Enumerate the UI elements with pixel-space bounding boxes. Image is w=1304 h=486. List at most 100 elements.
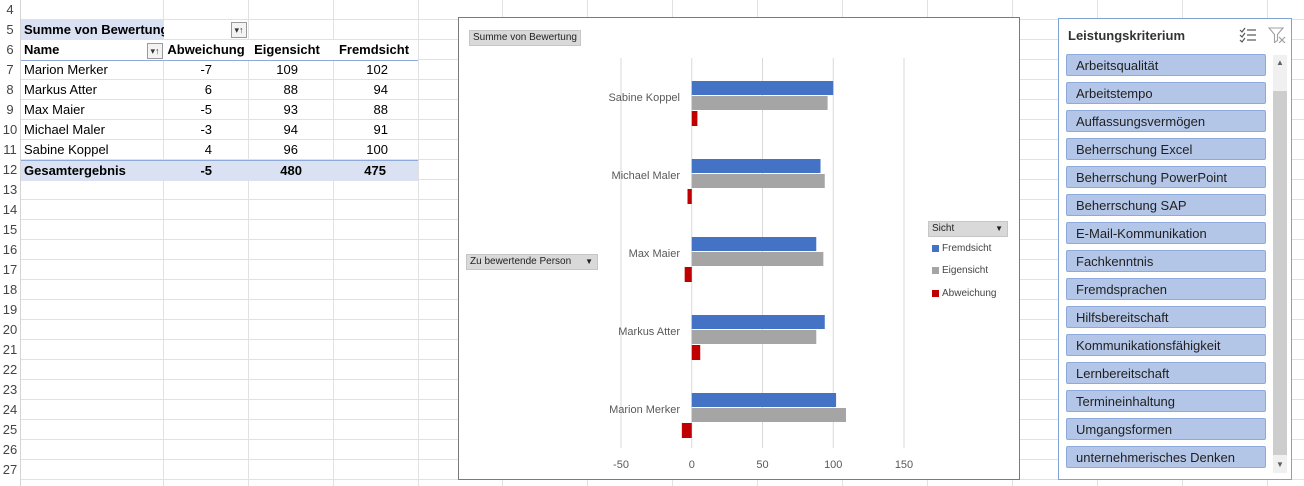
pivot-cell-abweichung[interactable]: 6 (204, 82, 212, 97)
pivot-header-bg (21, 40, 418, 61)
pivot-cell-eigensicht[interactable]: 93 (283, 102, 298, 117)
row-number[interactable]: 15 (0, 220, 20, 240)
row-number[interactable]: 25 (0, 420, 20, 440)
pivot-total-abweichung[interactable]: -5 (200, 163, 212, 178)
multi-select-icon[interactable] (1239, 27, 1257, 43)
pivot-header-eigensicht[interactable]: Eigensicht (254, 42, 320, 57)
pivot-cell-name[interactable]: Sabine Koppel (24, 142, 109, 157)
pivot-cell-eigensicht[interactable]: 109 (276, 62, 298, 77)
slicer-item[interactable]: Auffassungsvermögen (1066, 110, 1266, 132)
pivot-cell-name[interactable]: Markus Atter (24, 82, 97, 97)
pivot-total-eigensicht[interactable]: 480 (280, 163, 302, 178)
row-number[interactable]: 19 (0, 300, 20, 320)
slicer-item[interactable]: Arbeitsqualität (1066, 54, 1266, 76)
pivot-header-name[interactable]: Name (24, 42, 60, 57)
scroll-down-arrow-icon[interactable]: ▼ (1276, 460, 1284, 469)
scroll-up-arrow-icon[interactable]: ▲ (1276, 58, 1284, 67)
pivot-cell-abweichung[interactable]: -5 (200, 102, 212, 117)
bar-abweichung (691, 111, 698, 126)
pivot-chart[interactable]: Summe von Bewertung Zu bewertende Person… (458, 17, 1020, 480)
legend-item-fremdsicht[interactable]: Fremdsicht (932, 243, 991, 254)
pivot-cell-eigensicht[interactable]: 94 (283, 122, 298, 137)
chart-values-field-button[interactable]: Summe von Bewertung (469, 30, 581, 46)
x-tick-label: 150 (895, 459, 913, 471)
slicer-item[interactable]: Umgangsformen (1066, 418, 1266, 440)
pivot-cell-eigensicht[interactable]: 96 (283, 142, 298, 157)
pivot-cell-fremdsicht[interactable]: 91 (373, 122, 388, 137)
slicer-item[interactable]: Beherrschung Excel (1066, 138, 1266, 160)
slicer-item[interactable]: Fachkenntnis (1066, 250, 1266, 272)
pivot-cell-abweichung[interactable]: 4 (204, 142, 212, 157)
row-number[interactable]: 18 (0, 280, 20, 300)
slicer-item[interactable]: Termineinhaltung (1066, 390, 1266, 412)
bar-fremdsicht (691, 237, 817, 251)
chart-axis-field-label: Zu bewertende Person (470, 256, 572, 267)
pivot-cell-fremdsicht[interactable]: 88 (373, 102, 388, 117)
row-number[interactable]: 22 (0, 360, 20, 380)
row-number[interactable]: 4 (0, 0, 20, 20)
pivot-cell-fremdsicht[interactable]: 100 (366, 142, 388, 157)
pivot-cell-name[interactable]: Michael Maler (24, 122, 105, 137)
row-number[interactable]: 6 (0, 40, 20, 60)
row-number[interactable]: 7 (0, 60, 20, 80)
column-gridline (248, 0, 249, 486)
row-number[interactable]: 17 (0, 260, 20, 280)
pivot-cell-fremdsicht[interactable]: 94 (373, 82, 388, 97)
slicer-item[interactable]: Beherrschung SAP (1066, 194, 1266, 216)
bar-fremdsicht (691, 159, 821, 173)
column-gridline (163, 0, 164, 486)
row-number[interactable]: 11 (0, 140, 20, 160)
category-label: Michael Maler (612, 170, 681, 182)
row-header-border (20, 0, 21, 486)
pivot-cell-fremdsicht[interactable]: 102 (366, 62, 388, 77)
slicer-item[interactable]: Lernbereitschaft (1066, 362, 1266, 384)
row-number[interactable]: 23 (0, 380, 20, 400)
chart-axis-field-button[interactable]: Zu bewertende Person ▼ (466, 254, 598, 270)
pivot-header-abweichung[interactable]: Abweichung (167, 42, 245, 57)
slicer-item[interactable]: E-Mail-Kommunikation (1066, 222, 1266, 244)
row-number[interactable]: 14 (0, 200, 20, 220)
pivot-values-label[interactable]: Summe von Bewertung (24, 22, 164, 37)
pivot-sort-button[interactable]: ▾↑ (231, 22, 247, 38)
chart-legend-field-button[interactable]: Sicht ▼ (928, 221, 1008, 237)
row-number[interactable]: 10 (0, 120, 20, 140)
legend-item-abweichung[interactable]: Abweichung (932, 288, 996, 299)
pivot-filter-button[interactable]: ▾↑ (147, 43, 163, 59)
bar-abweichung (691, 345, 701, 360)
row-number[interactable]: 5 (0, 20, 20, 40)
row-number[interactable]: 12 (0, 160, 20, 180)
pivot-cell-abweichung[interactable]: -3 (200, 122, 212, 137)
slicer-scrollbar-thumb[interactable] (1273, 91, 1287, 455)
slicer-leistungskriterium[interactable]: Leistungskriterium Arbeitsqualität Arbeit… (1058, 18, 1292, 480)
legend-item-eigensicht[interactable]: Eigensicht (932, 265, 988, 276)
row-number[interactable]: 21 (0, 340, 20, 360)
pivot-cell-name[interactable]: Marion Merker (24, 62, 108, 77)
slicer-item[interactable]: Beherrschung PowerPoint (1066, 166, 1266, 188)
row-number[interactable]: 24 (0, 400, 20, 420)
pivot-header-fremdsicht[interactable]: Fremdsicht (338, 42, 410, 57)
row-number[interactable]: 9 (0, 100, 20, 120)
row-number[interactable]: 8 (0, 80, 20, 100)
x-tick-label: 50 (756, 459, 768, 471)
pivot-cell-abweichung[interactable]: -7 (200, 62, 212, 77)
slicer-item[interactable]: Fremdsprachen (1066, 278, 1266, 300)
chevron-down-icon: ▼ (995, 224, 1003, 233)
row-number[interactable]: 27 (0, 460, 20, 480)
slicer-item[interactable]: Hilfsbereitschaft (1066, 306, 1266, 328)
slicer-item[interactable]: unternehmerisches Denken (1066, 446, 1266, 468)
legend-label: Eigensicht (942, 265, 989, 276)
bar-fremdsicht (691, 393, 837, 407)
row-number[interactable]: 16 (0, 240, 20, 260)
slicer-item[interactable]: Kommunikationsfähigkeit (1066, 334, 1266, 356)
pivot-cell-eigensicht[interactable]: 88 (283, 82, 298, 97)
row-number[interactable]: 26 (0, 440, 20, 460)
chart-legend-field-label: Sicht (932, 223, 955, 234)
pivot-total-fremdsicht[interactable]: 475 (364, 163, 386, 178)
row-number[interactable]: 13 (0, 180, 20, 200)
slicer-item[interactable]: Arbeitstempo (1066, 82, 1266, 104)
pivot-total-label[interactable]: Gesamtergebnis (24, 163, 126, 178)
row-number[interactable]: 20 (0, 320, 20, 340)
pivot-cell-name[interactable]: Max Maier (24, 102, 85, 117)
clear-filter-icon[interactable] (1268, 27, 1286, 43)
